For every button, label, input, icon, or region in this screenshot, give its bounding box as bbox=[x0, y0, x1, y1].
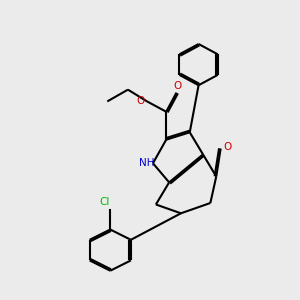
Text: NH: NH bbox=[139, 158, 154, 168]
Text: O: O bbox=[174, 81, 182, 91]
Text: O: O bbox=[223, 142, 231, 152]
Text: Cl: Cl bbox=[100, 197, 110, 207]
Text: O: O bbox=[136, 96, 145, 106]
